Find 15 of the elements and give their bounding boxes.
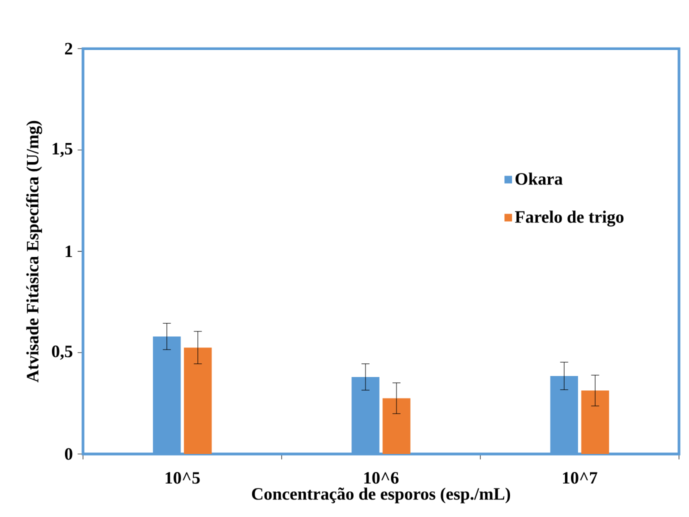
y-tick-label: 1,5 <box>52 142 72 158</box>
bar <box>184 348 212 454</box>
y-tick-label: 1 <box>66 246 72 258</box>
y-axis-title: Atvisade Fitásica Específica (U/mg) <box>26 120 42 382</box>
x-tick-label: 10^7 <box>563 472 598 484</box>
y-tick-label: 0 <box>64 448 72 460</box>
x-axis-title: Concentração de esporos (esp./mL) <box>252 488 510 504</box>
legend-label: Okara <box>516 172 563 185</box>
bar <box>581 390 610 454</box>
x-tick-label: 10^5 <box>166 472 200 484</box>
legend-label: Farelo de trigo <box>515 210 624 226</box>
x-tick-label: 10^6 <box>364 472 399 484</box>
y-tick-label: 0,5 <box>52 346 72 360</box>
bar <box>382 398 410 454</box>
y-tick-label: 2 <box>65 42 72 54</box>
